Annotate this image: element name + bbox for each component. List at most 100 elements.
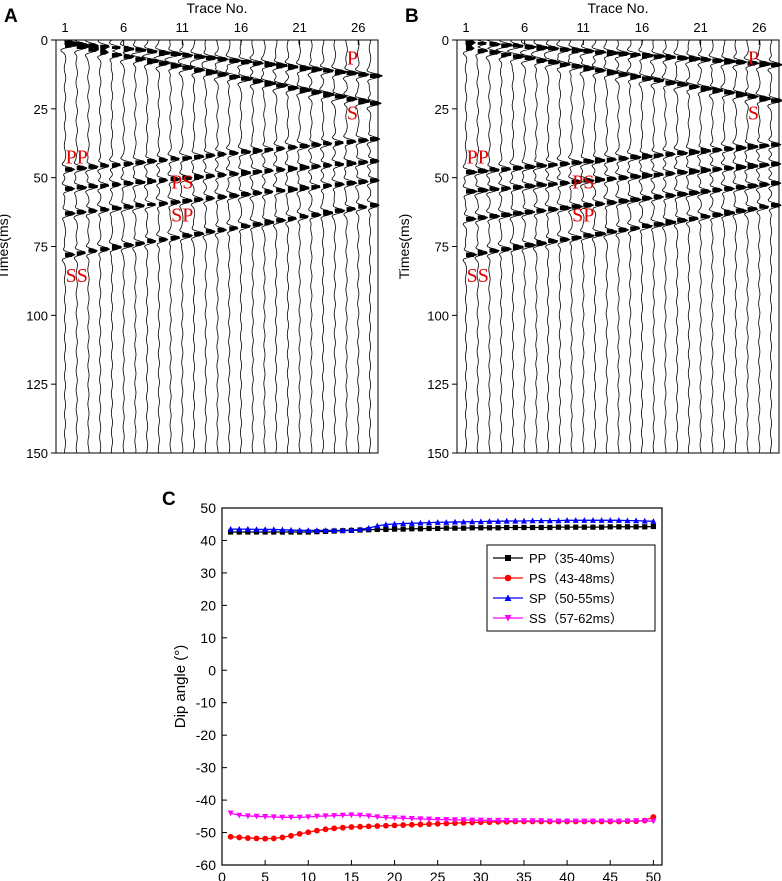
y-tick-label: -50: [196, 825, 216, 841]
data-point: [452, 820, 458, 827]
data-point: [650, 814, 657, 820]
data-point: [236, 529, 242, 535]
trace-fill: [170, 51, 183, 241]
data-point: [383, 822, 389, 829]
data-point: [512, 524, 518, 531]
event-label-pp: PP: [467, 147, 489, 169]
data-point: [357, 526, 364, 533]
y-tick-label: 25: [435, 102, 449, 117]
legend-box: [486, 544, 656, 632]
trace-fill: [771, 62, 782, 208]
y-tick-label: -20: [196, 727, 216, 743]
data-point: [331, 813, 338, 819]
y-tick-label: -60: [196, 857, 216, 873]
data-point: [599, 524, 605, 530]
y-tick-label: 25: [34, 102, 48, 117]
data-point: [435, 525, 441, 532]
trace-fill: [147, 48, 159, 244]
data-point: [504, 615, 512, 622]
data-point: [529, 517, 536, 524]
seismic-trace: [685, 39, 702, 454]
data-point: [331, 825, 338, 832]
trace-fill: [630, 52, 642, 231]
data-point: [607, 524, 613, 530]
data-point: [348, 824, 355, 830]
data-point: [564, 524, 570, 530]
data-point: [236, 525, 243, 532]
series-line: [230, 816, 654, 840]
x-tick-label: 15: [344, 869, 360, 881]
data-point: [520, 517, 527, 524]
seismic-trace: [720, 39, 737, 454]
seismic-trace: [697, 39, 714, 454]
y-tick-label: 100: [427, 308, 449, 323]
y-tick-label: -40: [196, 792, 216, 808]
data-point: [322, 826, 329, 833]
seismic-trace: [307, 39, 324, 454]
data-point: [641, 818, 648, 825]
x-tick-label: 26: [351, 20, 365, 35]
trace-fill: [583, 48, 595, 238]
data-point: [469, 525, 475, 531]
seismic-trace: [626, 39, 643, 454]
data-point: [270, 526, 277, 533]
trace-fill: [759, 61, 772, 209]
data-point: [642, 524, 648, 530]
y-axis-title: Times(ms): [0, 214, 11, 280]
trace-group: [60, 39, 384, 454]
data-point: [564, 818, 571, 825]
y-tick-label: 150: [427, 446, 449, 461]
event-label-p: P: [347, 48, 358, 70]
data-point: [400, 526, 406, 532]
data-point: [443, 525, 449, 531]
data-point: [348, 526, 355, 533]
trace-fill: [700, 57, 713, 219]
data-point: [505, 555, 511, 561]
y-tick-label: 10: [200, 630, 216, 646]
data-point: [555, 818, 562, 825]
trace-fill: [287, 63, 299, 222]
data-point: [477, 817, 484, 824]
data-point: [357, 812, 364, 819]
x-tick-label: 25: [430, 869, 446, 881]
trace-fill: [477, 41, 489, 256]
data-point: [521, 524, 527, 531]
seismic-trace: [603, 39, 619, 454]
seismic-trace: [567, 39, 585, 454]
data-point: [244, 525, 251, 532]
plot-frame: [221, 507, 663, 866]
trace-fill: [665, 54, 678, 226]
data-point: [546, 818, 553, 825]
x-tick-label: 20: [387, 869, 403, 881]
data-point: [624, 517, 631, 524]
trace-fill: [712, 58, 724, 218]
trace-fill: [334, 69, 347, 213]
panel-c: C05101520253035404550Sampling point (No.…: [162, 489, 663, 881]
data-point: [245, 529, 251, 535]
trace-fill: [501, 43, 513, 252]
event-label-sp: SP: [171, 204, 193, 226]
y-tick-label: 150: [26, 446, 48, 461]
data-point: [400, 520, 407, 527]
trace-fill: [677, 55, 689, 223]
data-point: [382, 521, 389, 528]
seismic-trace: [556, 39, 572, 454]
legend-entry-pp: PP（35-40ms）: [529, 551, 623, 566]
trace-fill: [252, 61, 264, 227]
data-point: [538, 524, 544, 531]
data-point: [547, 524, 553, 531]
data-point: [581, 517, 588, 523]
data-point: [288, 526, 295, 533]
data-point: [348, 812, 355, 819]
event-label-ps: PS: [171, 171, 193, 193]
data-point: [400, 815, 407, 822]
data-point: [564, 517, 571, 523]
seismic-trace: [355, 39, 371, 454]
data-point: [469, 518, 476, 525]
trace-fill: [158, 50, 171, 242]
data-point: [339, 824, 346, 831]
seismic-trace: [272, 39, 289, 454]
y-tick-label: 75: [435, 240, 449, 255]
data-point: [305, 527, 312, 533]
x-tick-label: 10: [300, 869, 316, 881]
